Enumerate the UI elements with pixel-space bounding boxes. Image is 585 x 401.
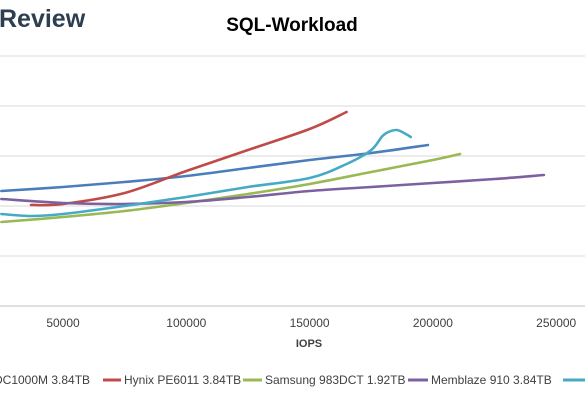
legend-label: DC1000M 3.84TB	[0, 373, 90, 387]
series-line-memblaze-910-3-84tb	[0, 173, 546, 206]
x-axis-ticks: 50000 100000 150000 200000 250000	[46, 316, 576, 330]
legend-item-samsung[interactable]: Samsung 983DCT 1.92TB	[243, 373, 406, 387]
x-tick-label: 100000	[166, 316, 206, 330]
x-tick-label: 50000	[46, 316, 80, 330]
legend-label: Hynix PE6011 3.84TB	[124, 373, 241, 387]
x-tick-label: 250000	[536, 316, 576, 330]
legend-label: Memblaze 910 3.84TB	[431, 373, 552, 387]
legend-item-dc1000m[interactable]: DC1000M 3.84TB	[0, 373, 90, 387]
gridlines	[0, 55, 585, 307]
x-axis-title: IOPS	[296, 338, 322, 350]
chart-title: SQL-Workload	[226, 15, 358, 36]
x-tick-label: 200000	[413, 316, 453, 330]
legend: DC1000M 3.84TB Hynix PE6011 3.84TB Samsu…	[0, 373, 585, 387]
site-logo[interactable]: Review	[0, 5, 86, 33]
legend-item-memblaze[interactable]: Memblaze 910 3.84TB	[408, 373, 552, 387]
x-tick-label: 150000	[290, 316, 330, 330]
series-line-series-5	[0, 128, 413, 218]
series-line-samsung-983dct-1-92tb	[0, 152, 462, 224]
legend-item-hynix[interactable]: Hynix PE6011 3.84TB	[103, 373, 241, 387]
series-lines	[0, 110, 546, 224]
legend-label: Samsung 983DCT 1.92TB	[265, 373, 406, 387]
